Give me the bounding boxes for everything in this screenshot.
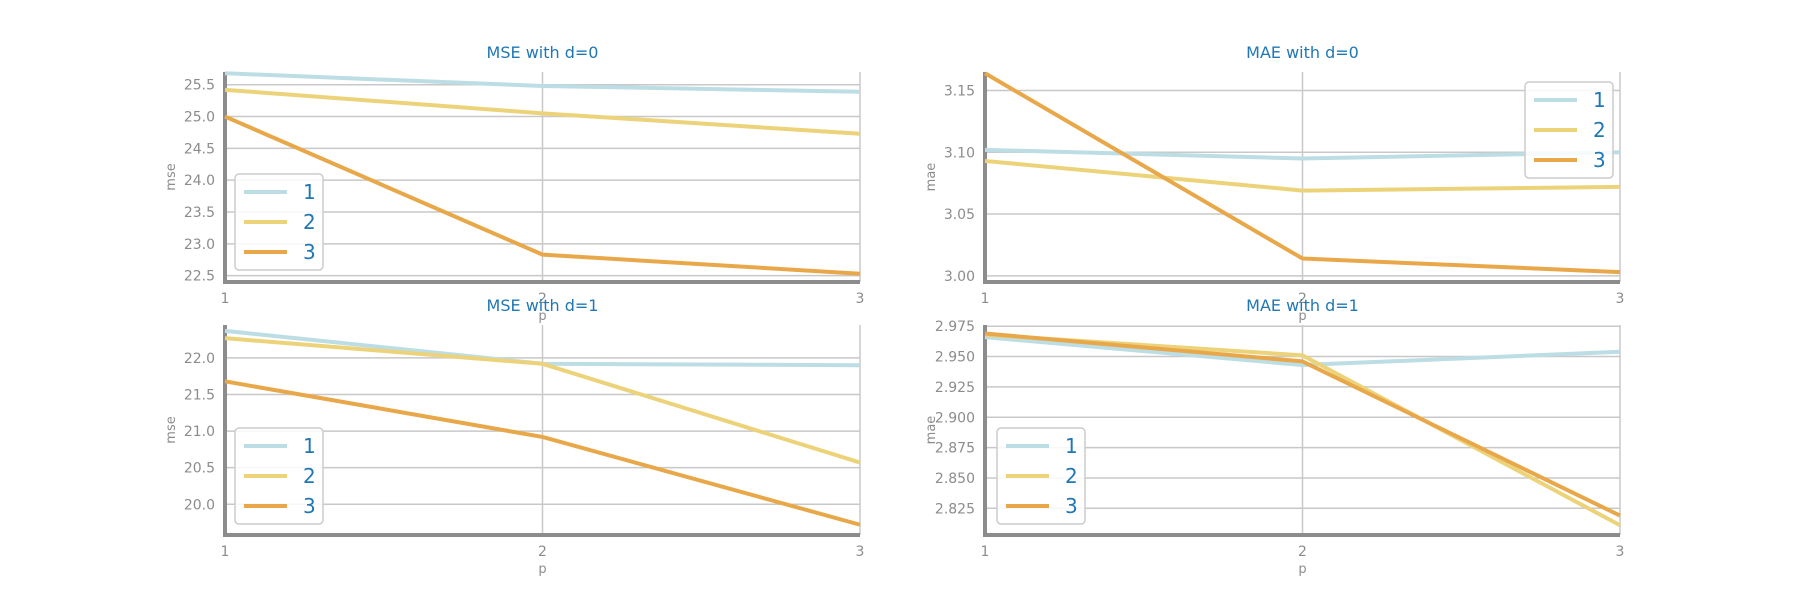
series-line-3 [224, 379, 861, 527]
y-tick-label: 2.950 [935, 350, 975, 366]
series-line-2 [984, 158, 1621, 193]
y-tick-label: 24.0 [184, 173, 215, 189]
y-tick-label: 24.5 [184, 141, 215, 157]
legend-label-3: 3 [303, 240, 316, 264]
legend-label-3: 3 [303, 494, 316, 518]
chart-panel-1: 22.5 23.0 23.5 24.0 24.5 25.0 25.5 1 2 3 MSE with … [164, 43, 864, 324]
y-tick-label: 23.0 [184, 237, 215, 253]
y-tick-label: 22.5 [184, 269, 215, 285]
y-tick-label: 20.5 [184, 461, 215, 477]
chart-title: MAE with d=0 [1246, 43, 1359, 62]
x-tick-label: 3 [1616, 291, 1625, 307]
legend-label-2: 2 [1065, 464, 1078, 488]
y-tick-label: 25.0 [184, 110, 215, 126]
legend-label-1: 1 [303, 434, 316, 458]
legend-label-3: 3 [1593, 148, 1606, 172]
x-tick-label: 3 [1616, 544, 1625, 560]
series-line-2 [224, 87, 861, 136]
series-line-3 [983, 71, 1621, 275]
x-axis-label: p [538, 309, 546, 324]
x-tick-label: 2 [538, 291, 547, 307]
chart-panel-4: 2.825 2.850 2.875 2.900 2.925 2.950 2.975 1 2 3 MA… [924, 296, 1624, 577]
x-axis-label: p [1298, 562, 1306, 577]
series-line-1 [984, 147, 1621, 161]
y-tick-label: 3.10 [944, 145, 975, 161]
x-tick-label: 1 [221, 291, 230, 307]
y-tick-label: 3.15 [944, 84, 975, 100]
series-line-1 [224, 71, 861, 94]
y-axis-label: mae [924, 163, 939, 192]
x-tick-label: 3 [856, 544, 865, 560]
y-tick-label: 23.5 [184, 205, 215, 221]
y-tick-label: 20.0 [184, 497, 215, 513]
legend-label-1: 1 [1593, 88, 1606, 112]
x-axis-label: p [1298, 309, 1306, 324]
series-line-3 [224, 114, 861, 276]
x-tick-label: 2 [538, 544, 547, 560]
legend-label-1: 1 [1065, 434, 1078, 458]
y-tick-label: 2.975 [935, 319, 975, 335]
y-tick-label: 22.0 [184, 351, 215, 367]
chart-panel-2: 3.00 3.05 3.10 3.15 1 2 3 MAE with d=0 p mae 1 2 3 [924, 43, 1624, 324]
x-tick-label: 3 [856, 291, 865, 307]
y-tick-label: 2.900 [935, 410, 975, 426]
series-line-2 [224, 336, 861, 465]
legend-label-2: 2 [303, 464, 316, 488]
legend: 1 2 3 [1524, 81, 1614, 179]
y-axis-label: mse [164, 416, 179, 443]
chart-title: MSE with d=0 [487, 43, 599, 62]
legend: 1 2 3 [996, 427, 1086, 525]
y-tick-label: 2.825 [935, 501, 975, 517]
legend-label-2: 2 [303, 210, 316, 234]
y-tick-label: 2.875 [935, 441, 975, 457]
y-tick-label: 21.0 [184, 424, 215, 440]
x-tick-label: 2 [1298, 291, 1307, 307]
y-tick-label: 2.925 [935, 380, 975, 396]
series-line-1 [984, 335, 1621, 368]
legend: 1 2 3 [234, 427, 324, 525]
y-tick-label: 25.5 [184, 78, 215, 94]
y-axis-label: mae [924, 416, 939, 445]
x-tick-label: 2 [1298, 544, 1307, 560]
y-tick-label: 3.05 [944, 207, 975, 223]
legend-label-3: 3 [1065, 494, 1078, 518]
chart-title: MSE with d=1 [487, 296, 599, 315]
legend: 1 2 3 [234, 173, 324, 271]
legend-label-1: 1 [303, 180, 316, 204]
y-tick-label: 21.5 [184, 388, 215, 404]
x-tick-label: 1 [981, 544, 990, 560]
y-tick-label: 3.00 [944, 269, 975, 285]
x-tick-label: 1 [981, 291, 990, 307]
y-axis-label: mse [164, 163, 179, 190]
y-tick-label: 2.850 [935, 471, 975, 487]
chart-title: MAE with d=1 [1246, 296, 1359, 315]
legend-label-2: 2 [1593, 118, 1606, 142]
series-line-3 [984, 331, 1621, 518]
x-tick-label: 1 [221, 544, 230, 560]
x-axis-label: p [538, 562, 546, 577]
